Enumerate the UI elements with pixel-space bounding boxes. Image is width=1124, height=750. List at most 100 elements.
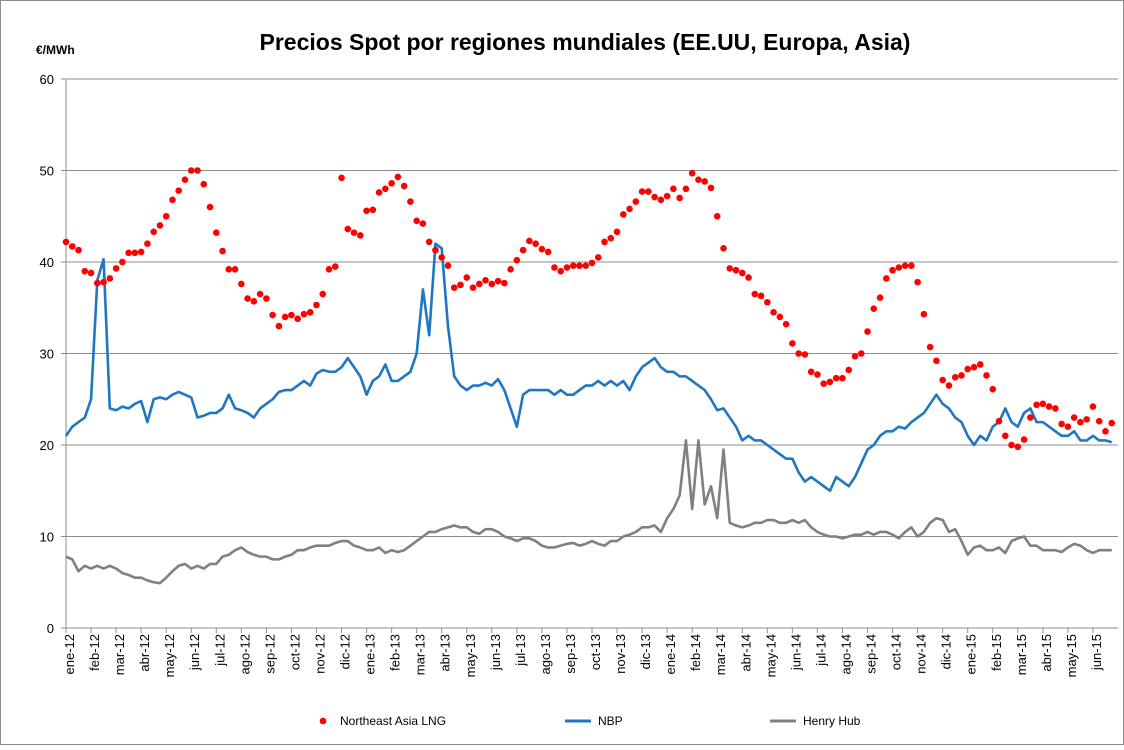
series-point (870, 305, 878, 312)
x-tick-label: ene-14 (663, 634, 678, 674)
series-point (482, 277, 489, 284)
x-tick-label: abr-14 (738, 634, 753, 672)
series-point (419, 220, 427, 227)
series-point (137, 248, 145, 256)
series-point (400, 182, 408, 190)
series-point (75, 246, 82, 254)
series-point (112, 265, 120, 272)
series-point (745, 274, 752, 281)
series-point (770, 309, 777, 316)
series-point (169, 196, 176, 204)
x-tick-label: dic-13 (638, 634, 653, 669)
series-point (87, 269, 95, 277)
series-point (1108, 419, 1116, 427)
x-tick-label: abr-13 (438, 634, 453, 672)
series-point (68, 243, 76, 250)
series-point (795, 350, 802, 357)
series-point (1020, 436, 1028, 443)
series-point (1102, 427, 1109, 435)
series-point (457, 281, 464, 289)
series-point (657, 196, 665, 204)
x-tick-label: mar-15 (1014, 634, 1029, 675)
x-tick-label: jul-14 (813, 634, 828, 667)
series-point (281, 313, 289, 321)
series-point (1052, 405, 1059, 412)
x-tick-label: may-15 (1064, 634, 1079, 677)
series-point (501, 279, 508, 287)
y-tick-label: 20 (40, 438, 54, 453)
series-point (382, 185, 389, 193)
series-point (306, 309, 314, 316)
series-point (964, 365, 972, 373)
series-point (857, 350, 865, 357)
x-tick-label: abr-12 (137, 634, 152, 672)
series-point (607, 234, 615, 242)
series-point (544, 248, 552, 256)
series-point (125, 249, 132, 257)
series-point (839, 374, 846, 382)
x-tick-label: may-14 (763, 634, 778, 677)
x-tick-label: may-12 (162, 634, 177, 677)
x-tick-label: ene-15 (964, 634, 979, 674)
series-point (645, 188, 652, 195)
series-point (119, 258, 126, 266)
series-point (325, 266, 333, 273)
legend-label: Henry Hub (803, 714, 861, 728)
series-point (288, 311, 295, 319)
series-point (1064, 423, 1072, 431)
series-point (588, 259, 596, 267)
series-point (864, 328, 871, 335)
series-point (613, 228, 621, 236)
x-tick-label: ene-13 (363, 634, 378, 674)
series-point (438, 254, 446, 261)
series-point (670, 185, 677, 193)
x-tick-label: nov-13 (613, 634, 628, 674)
series-point (194, 167, 201, 174)
x-tick-label: ene-12 (62, 634, 77, 674)
x-tick-label: feb-15 (989, 634, 1004, 671)
series-point (701, 178, 709, 185)
series-point (845, 366, 853, 374)
series-point (757, 292, 765, 300)
series-point (751, 290, 759, 298)
series-point (162, 212, 170, 220)
series-point (519, 246, 527, 254)
x-tick-label: mar-13 (413, 634, 428, 675)
series-point (444, 262, 452, 269)
series-point (889, 266, 896, 274)
series-point (908, 262, 915, 269)
x-tick-label: sep-12 (262, 634, 277, 674)
series-point (181, 176, 189, 183)
series-point (106, 275, 114, 282)
x-tick-label: jun-14 (788, 634, 803, 671)
series-point (526, 237, 533, 245)
x-tick-label: dic-14 (939, 634, 954, 669)
series-point (338, 174, 345, 182)
legend-label: Northeast Asia LNG (340, 714, 446, 728)
series-point (626, 205, 633, 213)
series-point (238, 280, 245, 288)
x-tick-label: abr-15 (1039, 634, 1054, 672)
x-tick-label: jun-12 (187, 634, 202, 671)
series-point (331, 263, 339, 270)
series-point (450, 284, 458, 291)
series-point (1033, 401, 1040, 409)
series-point (983, 372, 990, 379)
x-tick-label: may-13 (463, 634, 478, 677)
legend-label: NBP (598, 714, 623, 728)
series-point (494, 277, 502, 285)
series-point (156, 222, 164, 229)
y-tick-label: 0 (47, 621, 54, 636)
series-point (551, 264, 558, 271)
chart-title: Precios Spot por regiones mundiales (EE.… (260, 29, 911, 55)
series-point (1089, 403, 1097, 410)
series-point (695, 176, 702, 183)
series-point (81, 267, 89, 275)
series-point (1058, 420, 1065, 428)
series-point (713, 212, 721, 220)
legend-swatch (319, 717, 327, 725)
x-tick-label: sep-13 (563, 634, 578, 674)
